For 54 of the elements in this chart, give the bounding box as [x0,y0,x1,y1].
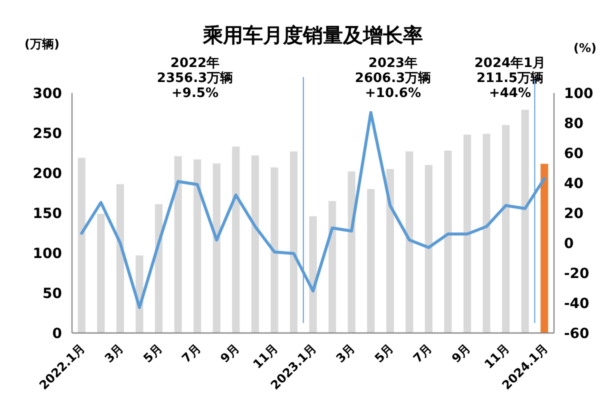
bar [232,146,240,333]
bar [444,150,452,333]
x-tick-label: 3月 [102,341,126,366]
bar [270,167,278,333]
y2-tick-label: 0 [564,236,574,252]
bar [194,159,202,333]
bar [463,134,472,333]
bar [424,165,432,333]
y2-tick-label: 100 [564,86,594,102]
bar [367,189,375,333]
y-tick-label: 300 [32,86,62,102]
y-tick-label: 200 [32,166,62,182]
y2-tick-label: -20 [564,266,590,282]
bar [406,151,414,333]
y-axis-title: (万辆) [24,37,60,51]
annotation: 2022年 2356.3万辆 +9.5% [156,56,234,101]
y2-tick-label: 60 [564,146,584,162]
y2-tick-label: 20 [564,206,584,222]
y-tick-label: 0 [52,326,62,342]
bar [116,184,124,333]
y2-tick-label: -40 [564,296,590,312]
bar [309,216,317,333]
x-tick-label: 3月 [333,341,358,366]
x-tick-label: 9月 [449,341,474,366]
x-tick-label: 9月 [218,341,242,366]
y-tick-label: 50 [42,286,62,302]
bar [348,171,356,333]
x-tick-label: 7月 [179,341,204,366]
bar [290,151,298,333]
x-tick-label: 5月 [140,341,165,366]
bar [521,110,529,333]
bar [174,156,182,333]
chart-title: 乘用车月度销量及增长率 [202,23,423,47]
bar [328,201,336,333]
x-tick-label: 7月 [410,341,435,366]
bar [78,158,86,333]
y-tick-label: 150 [32,206,62,222]
annotation: 2023年 2606.3万辆 +10.6% [354,56,432,101]
bar [212,163,220,333]
y2-tick-label: 40 [564,176,584,192]
y2-tick-label: 80 [564,116,584,132]
annotation: 2024年1月 211.5万辆 +44% [474,56,546,101]
bar [97,214,105,333]
bar [154,204,163,333]
y-tick-label: 250 [32,126,62,142]
y-tick-label: 100 [32,246,62,262]
bar [251,155,259,333]
bar [540,164,548,333]
bar [502,125,510,333]
x-tick-label: 5月 [372,341,396,366]
bar [482,134,490,333]
y2-tick-label: -60 [564,326,590,342]
y2-axis-title: (%) [574,41,596,55]
bar [386,169,394,333]
